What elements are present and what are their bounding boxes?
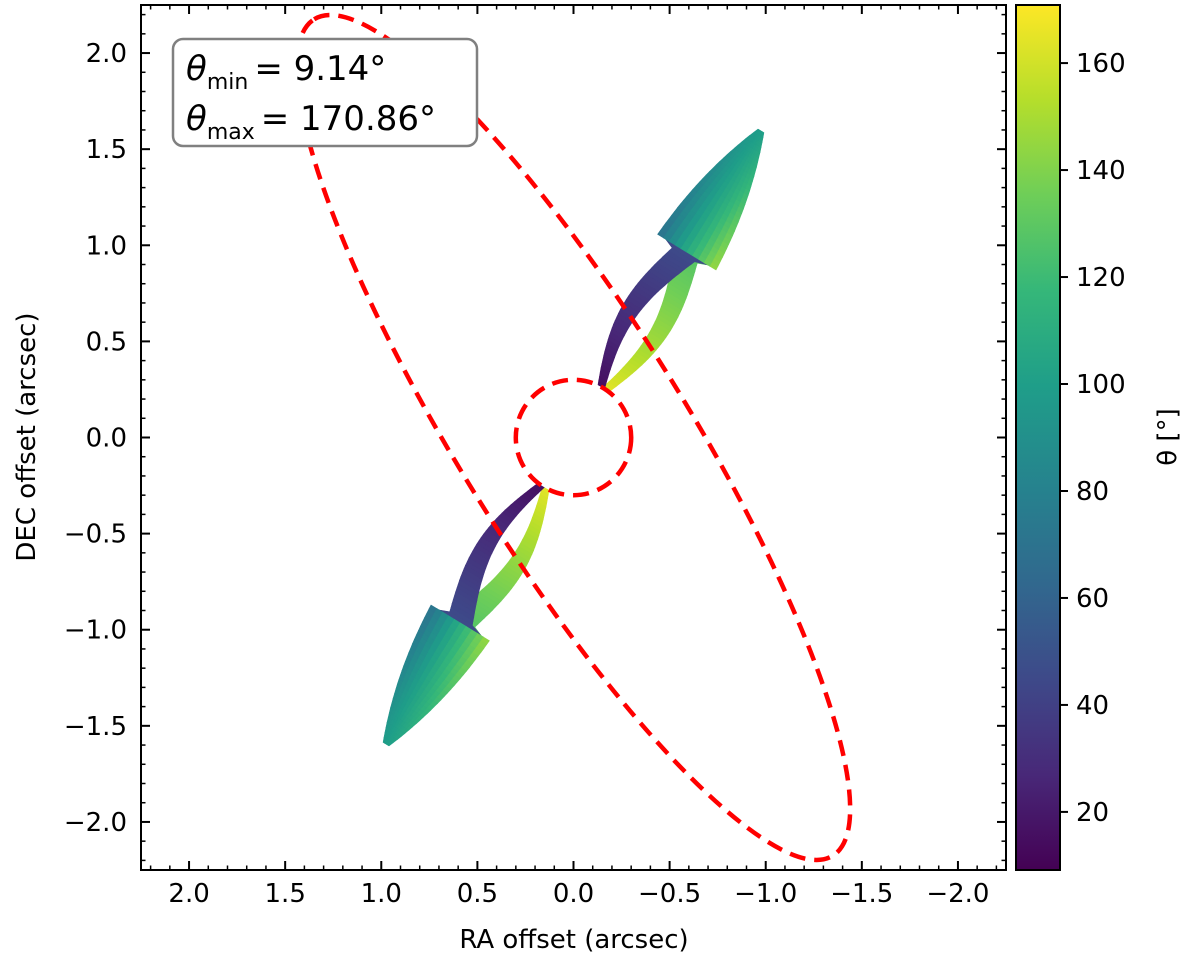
theta-tip-bottom: [382, 604, 490, 747]
y-tick-label: 1.0: [86, 231, 127, 261]
y-tick-label: 1.5: [86, 135, 127, 165]
colorbar-tick-label: 140: [1076, 156, 1126, 186]
theta-tip-bottom-cell: [387, 741, 394, 747]
x-tick-label: 1.5: [265, 879, 306, 909]
ellipse-overlays: [294, 12, 853, 863]
y-tick-label: −1.5: [64, 712, 127, 742]
colorbar-tick-label: 60: [1076, 584, 1109, 614]
x-tick-label: −1.5: [830, 879, 893, 909]
y-tick-label: −1.0: [64, 616, 127, 646]
x-axis-label: RA offset (arcsec): [459, 925, 688, 955]
theta-tip-top: [657, 128, 765, 271]
colorbar-tick-label: 80: [1076, 477, 1109, 507]
inner-circle: [513, 377, 634, 498]
y-tick-label: −2.0: [64, 808, 127, 838]
outer-ellipse: [294, 12, 853, 863]
theta-annotation: θmin = 9.14° θmax = 170.86°: [171, 37, 479, 148]
colorbar-gradient: [1015, 4, 1061, 871]
annotation-line-min: θmin = 9.14°: [186, 49, 386, 95]
x-tick-label: −1.0: [734, 879, 797, 909]
y-axis-label: DEC offset (arcsec): [12, 312, 42, 561]
x-tick-label: 1.0: [361, 879, 402, 909]
colorbar-label: θ [°]: [1153, 408, 1183, 465]
colorbar-tick-label: 40: [1076, 691, 1109, 721]
x-tick-label: 0.0: [553, 879, 594, 909]
y-tick-label: −0.5: [64, 520, 127, 550]
colorbar-ticks: 20 40 60 80 100 120 140 160: [1060, 49, 1126, 828]
colorbar: 20 40 60 80 100 120 140 160 θ [°]: [1015, 4, 1183, 871]
y-tick-label: 2.0: [86, 39, 127, 69]
x-tick-label: −2.0: [926, 879, 989, 909]
theta-band-bottom-purple: [439, 482, 545, 636]
x-tick-label: 2.0: [168, 879, 209, 909]
y-tick-label: 0.0: [86, 424, 127, 454]
colorbar-tick-label: 20: [1076, 798, 1109, 828]
colorbar-tick-label: 100: [1076, 370, 1126, 400]
annotation-box: [171, 37, 479, 148]
axis-tick-labels: 2.0 1.5 1.0 0.5 0.0 −0.5 −1.0 −1.5 −2.0 2.0 1.5 1.0…: [64, 39, 990, 909]
x-tick-label: −0.5: [638, 879, 701, 909]
plot-frame: [140, 4, 1007, 871]
theta-tip-top-cell: [761, 131, 765, 139]
x-tick-label: 0.5: [457, 879, 498, 909]
theta-map: [382, 128, 765, 747]
colorbar-tick-label: 160: [1076, 49, 1126, 79]
annotation-line-max: θmax = 170.86°: [186, 99, 436, 145]
y-tick-label: 0.5: [86, 327, 127, 357]
colorbar-tick-label: 120: [1076, 263, 1126, 293]
